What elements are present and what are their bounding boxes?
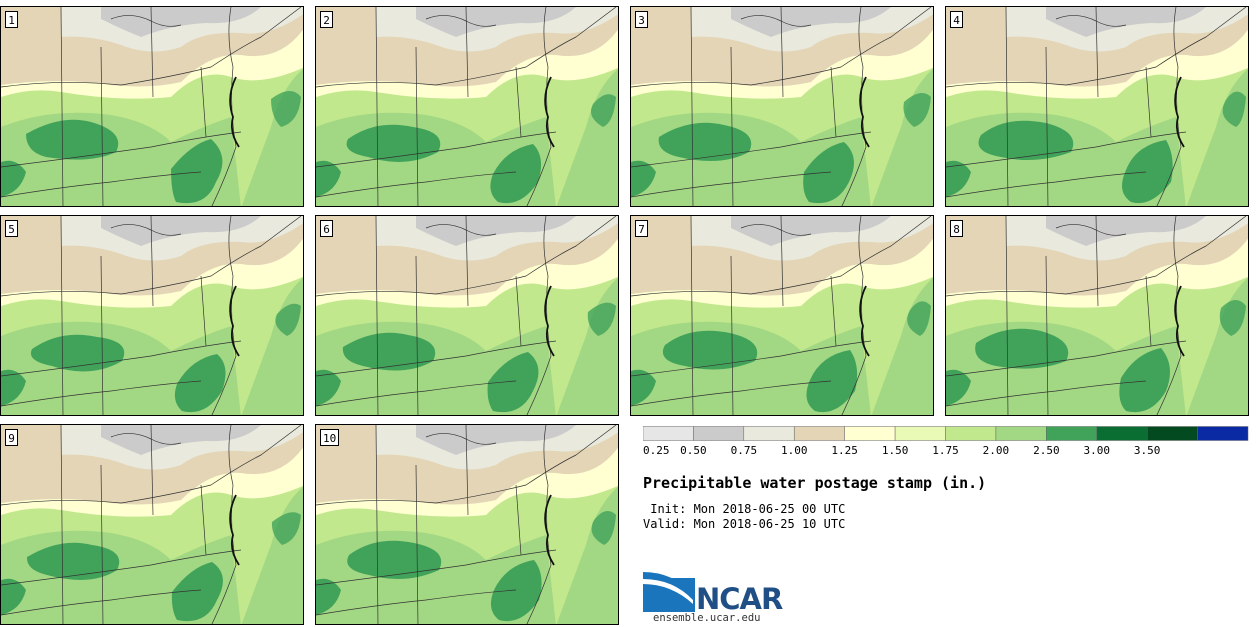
- colorbar-tick-label: 3.50: [1133, 444, 1161, 457]
- stamp-member-number: 3: [635, 11, 648, 28]
- stamp-member-number: 8: [950, 220, 963, 237]
- colorbar-tick-label: 2.50: [1033, 444, 1060, 457]
- colorbar-swatch: [844, 426, 896, 441]
- postage-stamp-map: 1: [0, 6, 304, 207]
- stamp-member-number: 2: [320, 11, 333, 28]
- stamp-member-number: 9: [5, 429, 18, 446]
- site-url: ensemble.ucar.edu: [653, 612, 761, 624]
- colorbar-tick-label: 1.00: [781, 444, 808, 457]
- postage-stamp-map: 8: [945, 215, 1249, 416]
- colorbar-tick-label: 1.75: [932, 444, 959, 457]
- postage-stamp-map: 10: [315, 424, 619, 625]
- colorbar-swatch: [794, 426, 845, 441]
- postage-stamp-map: 4: [945, 6, 1249, 207]
- chart-title: Precipitable water postage stamp (in.): [643, 474, 987, 492]
- colorbar-tick-label: 1.25: [831, 444, 858, 457]
- ncar-logo-text: NCAR: [696, 582, 783, 616]
- colorbar-swatch: [945, 426, 997, 441]
- stamp-member-number: 1: [5, 11, 18, 28]
- colorbar-swatch: [1197, 426, 1249, 441]
- postage-stamp-map: 5: [0, 215, 304, 416]
- colorbar-swatch: [1146, 426, 1198, 441]
- colorbar-legend: 0.25 0.50 0.75 1.00 1.25 1.50 1.75 2.00 2.50 3.00…: [643, 426, 1260, 458]
- colorbar-tick-label: 0.50: [680, 444, 707, 457]
- postage-stamp-map: 6: [315, 215, 619, 416]
- colorbar-swatch: [1096, 426, 1148, 441]
- colorbar-tick-label: 0.75: [730, 444, 758, 457]
- colorbar-swatch: [743, 426, 795, 441]
- postage-stamp-map: 3: [630, 6, 934, 207]
- postage-stamp-map: 9: [0, 424, 304, 625]
- colorbar-swatch: [1046, 426, 1097, 441]
- colorbar-swatch: [693, 426, 745, 441]
- ncar-logo: [643, 570, 695, 616]
- colorbar-tick-label: 3.00: [1083, 444, 1111, 457]
- stamp-member-number: 7: [635, 220, 648, 237]
- init-time: Init: Mon 2018-06-25 00 UTC: [643, 502, 846, 516]
- postage-stamp-map: 2: [315, 6, 619, 207]
- colorbar-swatch: [894, 426, 946, 441]
- stamp-member-number: 5: [5, 220, 18, 237]
- time-info: Init: Mon 2018-06-25 00 UTC Valid: Mon 20…: [643, 502, 845, 532]
- valid-time: Valid: Mon 2018-06-25 10 UTC: [643, 517, 846, 531]
- postage-stamp-map: 7: [630, 215, 934, 416]
- colorbar-tick-labels: 0.25 0.50 0.75 1.00 1.25 1.50 1.75 2.00 2.50 3.00…: [643, 442, 1260, 458]
- colorbar-swatch: [643, 426, 694, 441]
- colorbar-tick-label: 0.25: [643, 444, 670, 457]
- ncar-logo-icon: [643, 572, 695, 612]
- colorbar-swatch: [995, 426, 1047, 441]
- stamp-member-number: 4: [950, 11, 963, 28]
- colorbar-tick-label: 2.00: [982, 444, 1010, 457]
- stamp-member-number: 10: [320, 429, 340, 446]
- colorbar-tick-label: 1.50: [881, 444, 909, 457]
- colorbar: [643, 426, 1249, 441]
- stamp-member-number: 6: [320, 220, 333, 237]
